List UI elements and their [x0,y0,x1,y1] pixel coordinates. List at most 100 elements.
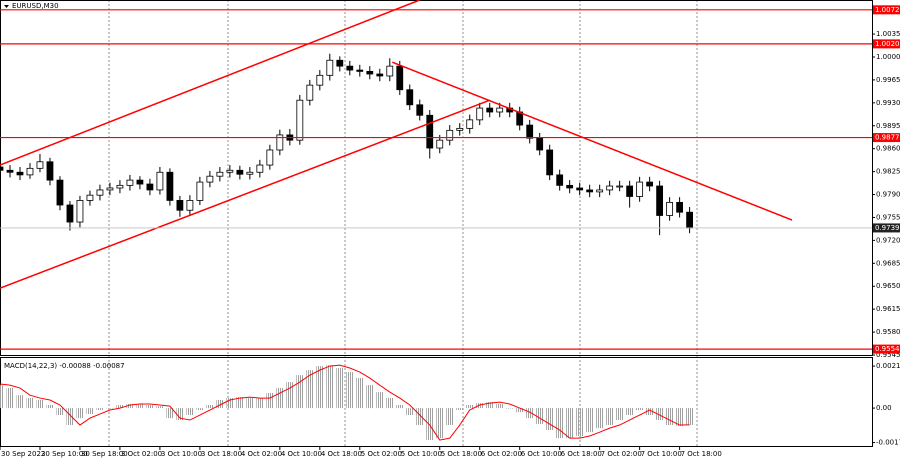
macd-bar [416,408,424,426]
candle-body [36,161,44,169]
x-tick-label: 30 Sep 10:00 [41,450,88,458]
trend-line [0,99,490,289]
price-label: 0.9739 [875,224,900,232]
candle-body [56,179,64,206]
macd-bar [66,408,74,426]
price-pane-border [0,0,873,356]
macd-bar [636,408,644,411]
macd-bar [686,408,694,426]
macd-bar [386,398,394,409]
candle-body [46,161,54,181]
candle-body [416,104,424,116]
level-label: 1.0072 [875,6,900,14]
candle-body [586,189,594,193]
macd-bar [46,405,54,409]
candle-body [406,89,414,106]
candle-body [446,129,454,141]
candle-body [496,107,504,113]
macd-bar [26,398,34,409]
candle-body [336,59,344,67]
macd-bar [276,388,284,409]
macd-bar [166,408,174,419]
macd-bar [646,408,654,416]
macd-bar [626,408,634,416]
y-tick-label: 0.00218 [876,362,900,370]
candle-body [676,201,684,213]
candle-body [16,171,24,176]
price-label-box [873,223,900,233]
macd-bar [186,408,194,416]
macd-bar [56,408,64,416]
macd-bar [566,408,574,439]
candle-body [186,200,194,211]
macd-bar [656,408,664,421]
candle-body [96,189,104,196]
macd-bar [126,404,134,409]
macd-bar [496,404,504,409]
candle-body [276,134,284,151]
candle-body [196,181,204,201]
candle-body [206,175,214,183]
macd-bar [36,399,44,409]
candle-body [296,99,304,141]
macd-bar [426,408,434,441]
candle-body [616,185,624,188]
candle-body [266,149,274,166]
macd-bar [316,366,324,409]
macd-bar [446,408,454,426]
x-tick-label: 30 Sep 2022 [1,450,45,458]
y-tick-label: 0.9790 [876,191,900,199]
candle-body [86,194,94,201]
macd-bar [296,375,304,409]
macd-title: MACD(14,22,3) -0.00088 -0.00087 [4,362,125,370]
x-tick-label: 4 Oct 02:00 [241,450,282,458]
candle-body [0,166,4,171]
candle-body [426,114,434,149]
candle-body [606,185,614,191]
candle-body [646,181,654,187]
candle-body [466,119,474,129]
macd-bar [666,408,674,426]
y-tick-label: 0.9895 [876,122,900,130]
macd-bar [236,397,244,409]
macd-bar [516,408,524,413]
macd-bar [556,408,564,439]
x-tick-label: 6 Oct 10:00 [521,450,562,458]
macd-bar [596,408,604,429]
symbol-menu-icon[interactable] [4,5,9,8]
candle-body [526,124,534,139]
macd-bar [6,388,14,409]
macd-bar [156,406,164,409]
y-tick-label: 0.9650 [876,282,900,290]
macd-bar [176,408,184,421]
x-tick-label: 7 Oct 18:00 [681,450,722,458]
macd-bar [576,408,584,437]
candle-body [556,174,564,186]
x-tick-label: 3 Oct 18:00 [201,450,242,458]
candle-body [306,84,314,101]
macd-bar [396,405,404,409]
candle-body [316,74,324,86]
y-tick-label: 1.0000 [876,53,900,61]
macd-bar [86,408,94,415]
candle-body [6,169,14,173]
macd-bar [246,398,254,409]
macd-bar [586,408,594,433]
candle-body [396,65,404,91]
x-tick-label: 5 Oct 02:00 [361,450,402,458]
macd-bar [206,405,214,409]
macd-bar [466,405,474,409]
level-label-box [873,133,900,143]
level-label-box [873,344,900,354]
level-label: 0.9554 [875,345,900,353]
macd-bar [286,382,294,409]
candle-body [366,70,374,75]
signal-line [0,364,690,441]
level-label-box [873,5,900,15]
y-tick-label: 0.9720 [876,236,900,244]
y-tick-label: 0.9965 [876,76,900,84]
candle-body [216,171,224,177]
candle-body [146,183,154,191]
